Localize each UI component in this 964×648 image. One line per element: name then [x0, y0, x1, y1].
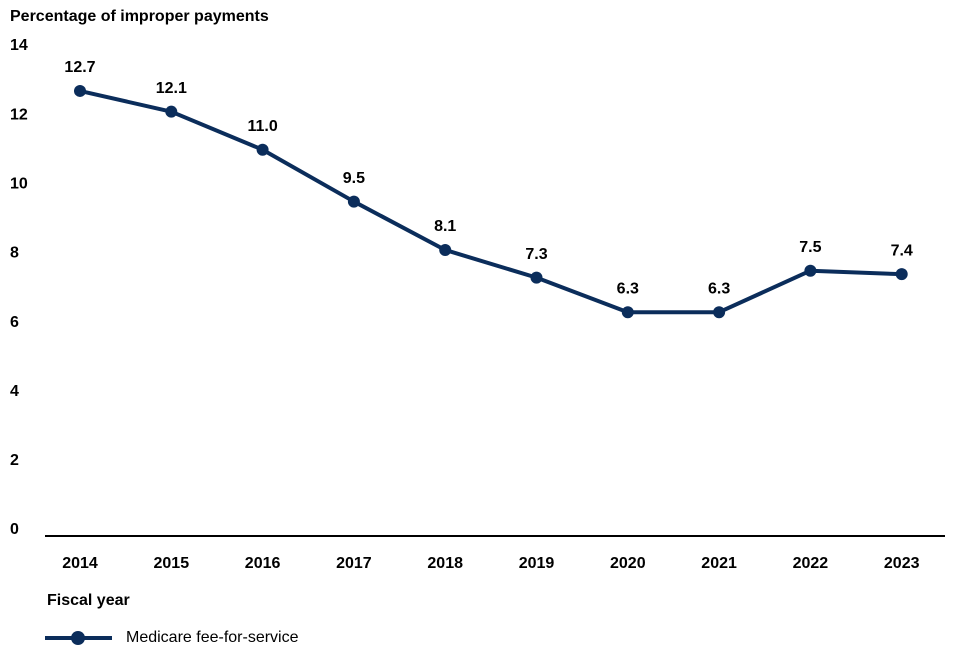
- y-tick-label: 4: [10, 383, 19, 400]
- x-axis-label: Fiscal year: [47, 592, 130, 609]
- data-point: [347, 195, 360, 208]
- data-label: 6.3: [617, 280, 639, 297]
- data-point: [895, 268, 908, 281]
- data-label: 8.1: [434, 218, 456, 235]
- y-tick-label: 12: [10, 106, 28, 123]
- y-tick-label: 0: [10, 521, 19, 538]
- x-tick-label: 2022: [793, 555, 829, 572]
- series-line: [79, 88, 902, 315]
- x-tick-label: 2017: [336, 555, 372, 572]
- data-point: [256, 143, 269, 156]
- x-tick-label: 2016: [245, 555, 281, 572]
- x-tick-label: 2018: [427, 555, 463, 572]
- x-tick-label: 2014: [62, 555, 98, 572]
- y-tick-label: 6: [10, 314, 19, 331]
- data-label: 7.3: [525, 246, 547, 263]
- data-label: 6.3: [708, 280, 730, 297]
- data-point: [530, 271, 543, 284]
- y-tick-label: 10: [10, 176, 28, 193]
- x-tick-label: 2020: [610, 555, 646, 572]
- x-tick-label: 2023: [884, 555, 920, 572]
- x-tick-label: 2021: [701, 555, 737, 572]
- legend-marker: [71, 631, 85, 645]
- data-label: 11.0: [247, 118, 277, 135]
- data-label: 9.5: [343, 170, 365, 187]
- data-point: [439, 243, 452, 256]
- data-point: [74, 84, 86, 97]
- y-tick-label: 14: [10, 37, 28, 54]
- y-tick-label: 2: [10, 452, 19, 469]
- legend-label: Medicare fee-for-service: [126, 629, 299, 646]
- data-label: 12.7: [64, 59, 95, 76]
- x-tick-label: 2019: [519, 555, 555, 572]
- chart-title: Percentage of improper payments: [10, 8, 269, 25]
- data-label: 12.1: [156, 80, 187, 97]
- data-point: [804, 264, 817, 277]
- x-tick-label: 2015: [154, 555, 190, 572]
- data-label: 7.5: [799, 239, 821, 256]
- data-point: [621, 306, 634, 319]
- y-tick-label: 8: [10, 245, 19, 262]
- data-point: [713, 306, 726, 319]
- data-label: 7.4: [891, 242, 913, 259]
- data-point: [165, 105, 178, 118]
